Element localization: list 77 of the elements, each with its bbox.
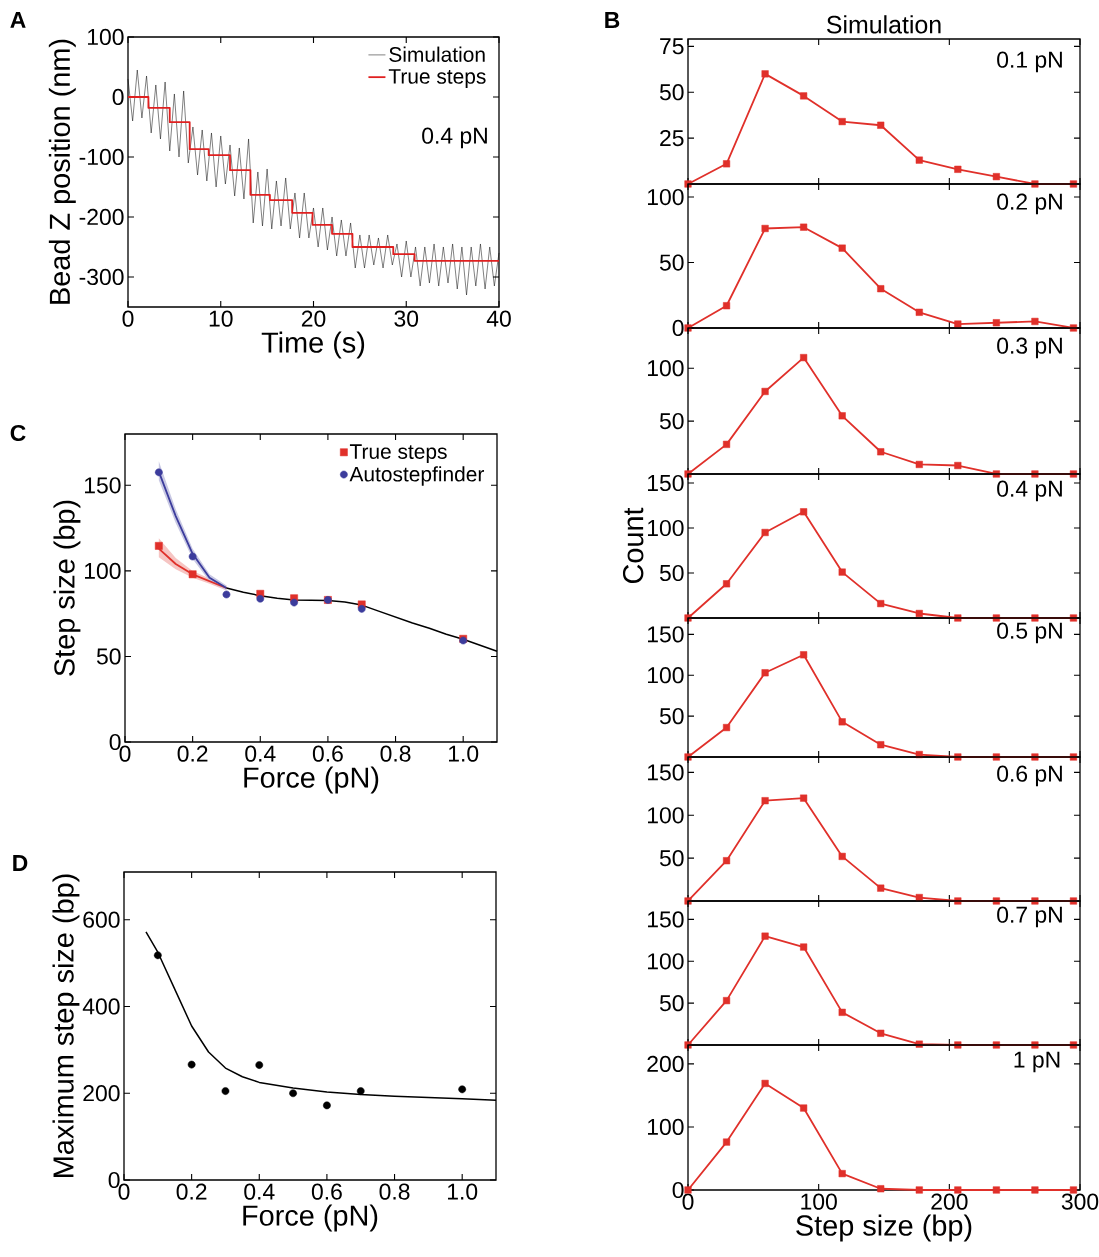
y-tick-label: 100 [85, 562, 121, 579]
y-tick-label: 25 [660, 129, 684, 147]
x-tick-label: 0.6 [312, 745, 343, 762]
x-tick-label: 200 [931, 1193, 968, 1210]
y-tick-label: 50 [659, 564, 684, 582]
x-tick-label: 0.4 [244, 1183, 275, 1200]
y-axis-title: Step size (bp) [53, 500, 81, 676]
x-tick-label: 0.6 [311, 1183, 342, 1200]
x-tick-label: 10 [209, 310, 233, 327]
x-tick-label: 300 [1061, 1193, 1099, 1210]
y-tick-label: 75 [660, 38, 684, 55]
y-tick-label: 100 [648, 360, 684, 377]
x-tick-label: 0.8 [379, 1183, 410, 1200]
annotation: 0.7 pN [997, 906, 1062, 928]
y-tick-label: 100 [88, 28, 124, 46]
y-tick-label: 100 [648, 953, 684, 970]
y-tick-label: -100 [79, 148, 124, 166]
y-tick-label: 150 [648, 911, 684, 928]
y-tick-label: 200 [647, 1055, 684, 1073]
legend-label: True steps [349, 444, 447, 464]
text: D [13, 855, 28, 871]
y-tick-label: 50 [659, 84, 684, 101]
y-tick-label: 50 [659, 995, 684, 1012]
y-axis-title: Maximum step size (bp) [52, 874, 80, 1177]
x-axis-title: Time (s) [261, 331, 365, 359]
y-tick-label: 50 [659, 850, 684, 867]
y-tick-label: -300 [79, 268, 124, 286]
y-tick-label: 100 [648, 807, 684, 824]
legend-label: Autostepfinder [349, 466, 485, 486]
x-tick-label: 20 [301, 310, 326, 327]
legend-label: Simulation [389, 46, 485, 62]
annotation: 1 pN [1014, 1051, 1060, 1073]
y-tick-label: 400 [82, 998, 120, 1015]
x-tick-label: 100 [801, 1193, 837, 1210]
y-tick-label: 50 [96, 648, 121, 665]
x-tick-label: 0.8 [380, 745, 411, 762]
y-tick-label: 100 [648, 1118, 684, 1136]
x-tick-label: 40 [486, 310, 511, 327]
x-axis-title: Force (pN) [244, 766, 379, 794]
chart-title: Simulation [826, 15, 941, 34]
annotation: 0.6 pN [997, 765, 1062, 787]
y-tick-label: 100 [648, 188, 684, 206]
y-tick-label: 0 [112, 88, 124, 106]
y-tick-label: 150 [85, 477, 121, 494]
y-tick-label: 150 [648, 764, 684, 781]
y-tick-label: 100 [648, 667, 684, 684]
annotation: 0.3 pN [997, 337, 1062, 359]
x-axis-title: Step size (bp) [796, 1214, 972, 1242]
annotation: 0.4 pN [422, 127, 487, 149]
x-tick-label: 1.0 [449, 745, 479, 762]
y-tick-label: 0 [109, 733, 121, 751]
annotation: 0.5 pN [997, 622, 1062, 644]
y-tick-label: 50 [659, 707, 684, 725]
y-tick-label: 150 [648, 474, 684, 492]
y-tick-label: 150 [648, 626, 684, 643]
x-tick-label: 1.0 [448, 1183, 478, 1200]
legend-label: True steps [388, 69, 486, 88]
y-tick-label: 50 [659, 254, 684, 271]
x-tick-label: 0.4 [245, 745, 276, 762]
text: B [605, 12, 620, 28]
annotation: 0.1 pN [997, 51, 1062, 73]
y-tick-label: 100 [648, 519, 684, 537]
y-tick-label: 0 [108, 1171, 120, 1189]
x-tick-label: 0.2 [176, 1183, 207, 1200]
y-axis-title: Count [622, 507, 644, 584]
y-tick-label: 50 [659, 412, 684, 430]
x-axis-title: Force (pN) [243, 1204, 378, 1232]
x-tick-label: 30 [394, 310, 419, 327]
text: A [10, 12, 26, 28]
y-tick-label: -200 [79, 208, 124, 226]
text: C [10, 424, 26, 442]
annotation: 0.4 pN [997, 480, 1062, 502]
annotation: 0.2 pN [997, 193, 1062, 215]
y-tick-label: 200 [83, 1085, 120, 1102]
x-tick-label: 0.2 [177, 745, 208, 762]
y-tick-label: 600 [83, 911, 120, 928]
y-axis-title: Bead Z position (nm) [48, 39, 76, 304]
